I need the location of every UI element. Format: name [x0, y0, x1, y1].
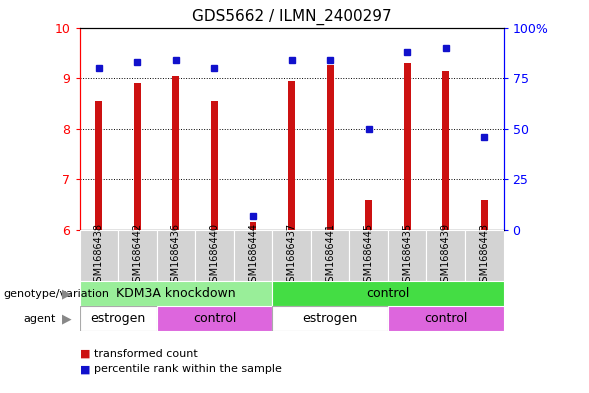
Bar	[349, 230, 388, 281]
Bar	[311, 230, 349, 281]
Title: GDS5662 / ILMN_2400297: GDS5662 / ILMN_2400297	[192, 9, 391, 25]
Bar	[288, 81, 295, 230]
Text: GSM1686442: GSM1686442	[133, 223, 143, 288]
Bar	[95, 101, 102, 230]
Text: ■: ■	[80, 349, 90, 359]
Text: GSM1686435: GSM1686435	[402, 223, 412, 288]
Text: control: control	[193, 312, 236, 325]
Text: GSM1686444: GSM1686444	[248, 223, 258, 288]
Text: control: control	[366, 287, 409, 300]
Bar	[80, 306, 157, 331]
Bar	[134, 83, 141, 230]
Text: GSM1686437: GSM1686437	[287, 223, 296, 288]
Text: GSM1686441: GSM1686441	[325, 223, 335, 288]
Bar	[211, 101, 218, 230]
Text: GSM1686440: GSM1686440	[210, 223, 220, 288]
Text: KDM3A knockdown: KDM3A knockdown	[116, 287, 236, 300]
Text: ▶: ▶	[62, 287, 72, 301]
Bar	[388, 230, 426, 281]
Bar	[80, 281, 272, 306]
Text: percentile rank within the sample: percentile rank within the sample	[94, 364, 282, 375]
Text: GSM1686443: GSM1686443	[479, 223, 489, 288]
Text: ▶: ▶	[62, 312, 72, 325]
Bar	[157, 230, 195, 281]
Text: GSM1686438: GSM1686438	[94, 223, 104, 288]
Bar	[195, 230, 234, 281]
Text: GSM1686436: GSM1686436	[171, 223, 181, 288]
Bar	[250, 222, 256, 230]
Text: GSM1686445: GSM1686445	[363, 223, 373, 288]
Text: agent: agent	[24, 314, 56, 324]
Bar	[388, 306, 504, 331]
Text: estrogen: estrogen	[303, 312, 358, 325]
Bar	[442, 70, 449, 230]
Bar	[272, 230, 311, 281]
Bar	[327, 66, 333, 230]
Bar	[403, 63, 411, 230]
Bar	[481, 200, 488, 230]
Text: transformed count: transformed count	[94, 349, 198, 359]
Text: GSM1686439: GSM1686439	[441, 223, 451, 288]
Bar	[272, 306, 388, 331]
Bar	[157, 306, 272, 331]
Bar	[173, 75, 180, 230]
Text: ■: ■	[80, 364, 90, 375]
Text: estrogen: estrogen	[91, 312, 145, 325]
Bar	[234, 230, 272, 281]
Text: genotype/variation: genotype/variation	[3, 289, 109, 299]
Bar	[118, 230, 157, 281]
Bar	[272, 281, 504, 306]
Bar	[80, 230, 118, 281]
Bar	[465, 230, 504, 281]
Bar	[365, 200, 372, 230]
Text: control: control	[424, 312, 468, 325]
Bar	[426, 230, 465, 281]
